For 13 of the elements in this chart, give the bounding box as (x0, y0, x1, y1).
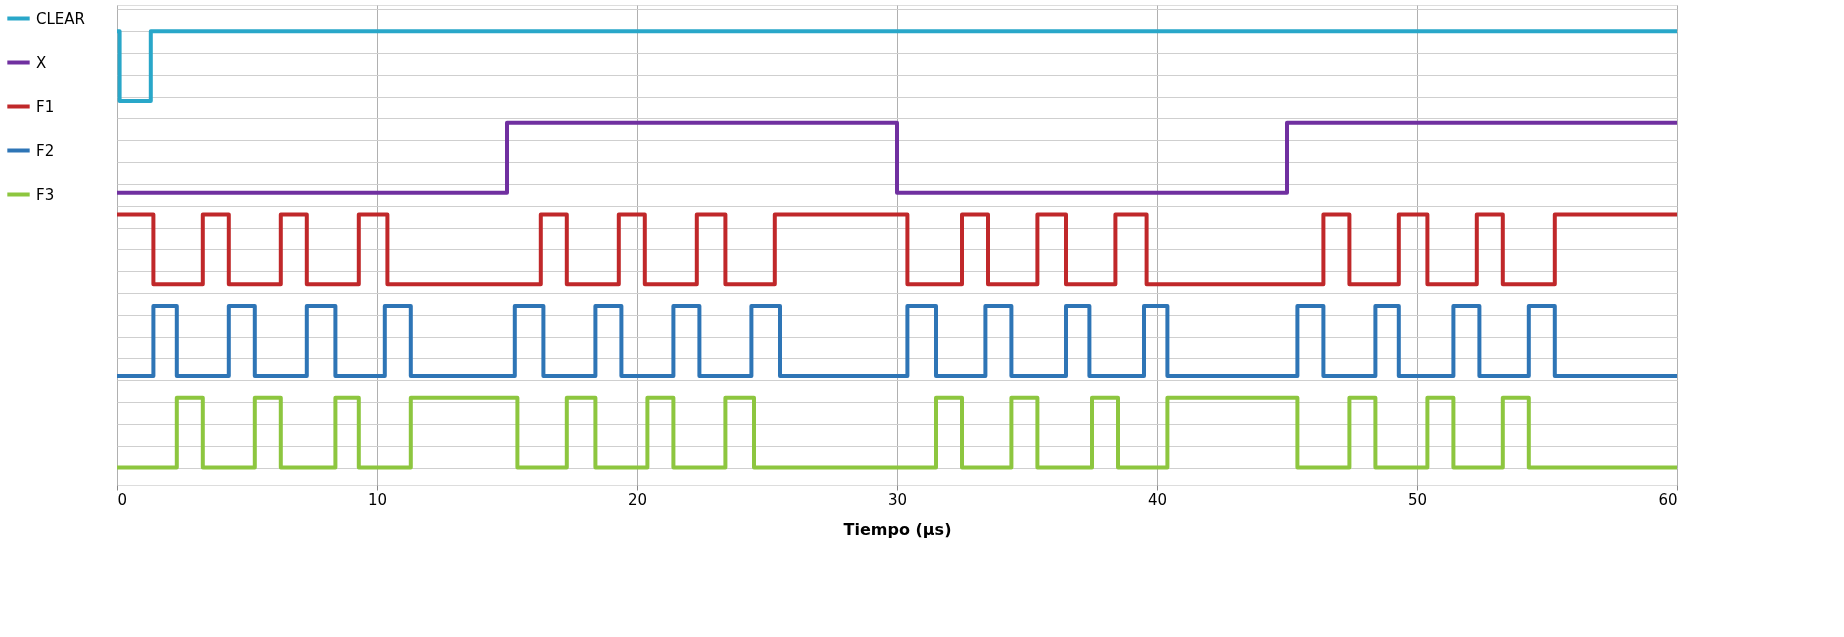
x-tick-label: 60 (1658, 490, 1678, 509)
legend-label: CLEAR (36, 9, 85, 28)
legend-label: X (36, 53, 47, 72)
legend-label: F2 (36, 141, 55, 160)
x-axis-title: Tiempo (µs) (843, 519, 952, 539)
x-tick-label: 10 (367, 490, 388, 509)
legend-label: F3 (36, 185, 55, 204)
x-tick-label: 20 (627, 490, 648, 509)
x-tick-label: 0 (117, 490, 128, 509)
x-tick-label: 50 (1407, 490, 1428, 509)
x-tick-label: 30 (887, 490, 908, 509)
x-tick-label: 40 (1147, 490, 1168, 509)
legend-label: F1 (36, 97, 55, 116)
